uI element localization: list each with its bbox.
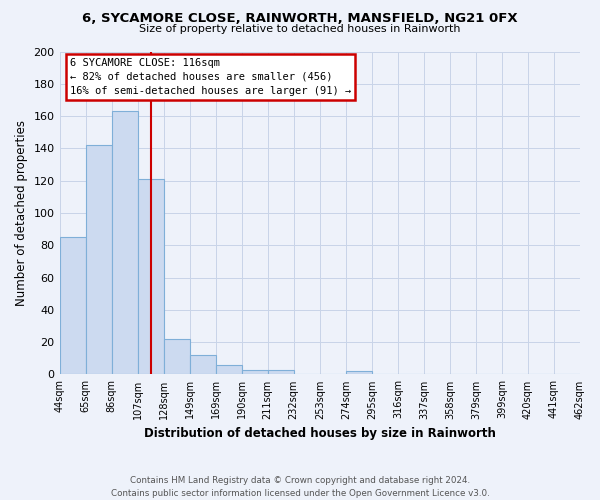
Bar bbox=[215, 364, 242, 374]
Bar bbox=[59, 237, 86, 374]
Bar bbox=[268, 370, 294, 374]
Bar bbox=[242, 370, 268, 374]
Text: 6 SYCAMORE CLOSE: 116sqm
← 82% of detached houses are smaller (456)
16% of semi-: 6 SYCAMORE CLOSE: 116sqm ← 82% of detach… bbox=[70, 58, 351, 96]
Text: 6, SYCAMORE CLOSE, RAINWORTH, MANSFIELD, NG21 0FX: 6, SYCAMORE CLOSE, RAINWORTH, MANSFIELD,… bbox=[82, 12, 518, 26]
Bar bbox=[164, 339, 190, 374]
Bar bbox=[86, 145, 112, 374]
Bar bbox=[112, 111, 137, 374]
X-axis label: Distribution of detached houses by size in Rainworth: Distribution of detached houses by size … bbox=[144, 427, 496, 440]
Bar bbox=[190, 355, 215, 374]
Bar bbox=[346, 371, 372, 374]
Text: Size of property relative to detached houses in Rainworth: Size of property relative to detached ho… bbox=[139, 24, 461, 34]
Text: Contains HM Land Registry data © Crown copyright and database right 2024.
Contai: Contains HM Land Registry data © Crown c… bbox=[110, 476, 490, 498]
Bar bbox=[137, 179, 164, 374]
Y-axis label: Number of detached properties: Number of detached properties bbox=[15, 120, 28, 306]
